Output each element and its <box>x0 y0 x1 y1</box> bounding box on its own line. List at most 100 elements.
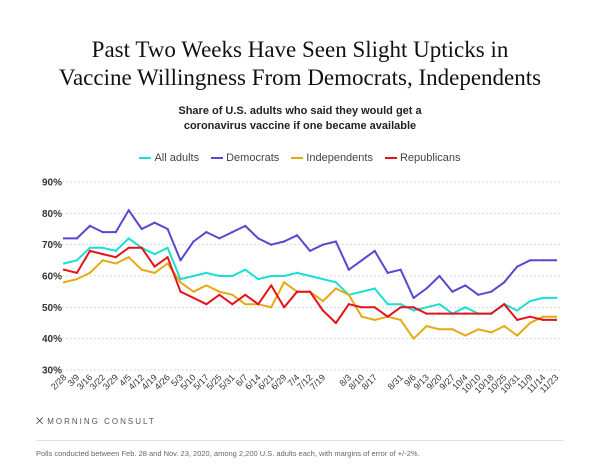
data-point-independents <box>516 334 519 337</box>
data-point-all-adults <box>334 281 337 284</box>
data-point-independents <box>503 325 506 328</box>
data-point-democrats <box>464 284 467 287</box>
data-point-all-adults <box>399 303 402 306</box>
data-point-republicans <box>542 318 545 321</box>
legend-item-independents[interactable]: Independents <box>291 152 373 164</box>
data-point-all-adults <box>321 278 324 281</box>
data-point-all-adults <box>218 274 221 278</box>
data-point-democrats <box>75 237 78 240</box>
legend-label-independents: Independents <box>306 152 373 164</box>
data-point-independents <box>451 328 454 331</box>
data-point-republicans <box>347 303 350 306</box>
data-point-independents <box>101 259 104 262</box>
data-point-democrats <box>140 227 143 231</box>
data-point-independents <box>166 262 169 265</box>
data-point-independents <box>554 315 558 318</box>
data-point-independents <box>477 328 480 331</box>
data-point-democrats <box>62 237 66 240</box>
data-point-republicans <box>334 321 337 325</box>
x-tick-label: 7/19 <box>308 372 327 391</box>
data-point-republicans <box>516 318 519 321</box>
chart-title-line-1: Past Two Weeks Have Seen Slight Upticks … <box>91 37 509 62</box>
data-point-democrats <box>438 274 441 278</box>
data-point-democrats <box>231 231 234 234</box>
legend-swatch-democrats <box>211 157 224 159</box>
data-point-independents <box>62 281 66 284</box>
data-point-republicans <box>127 246 130 249</box>
data-point-republicans <box>205 303 208 306</box>
data-point-democrats <box>347 268 350 271</box>
data-point-all-adults <box>88 246 91 249</box>
morning-consult-logo-icon: ⨉ <box>36 416 44 426</box>
data-point-republicans <box>464 312 467 315</box>
data-point-republicans <box>231 303 234 306</box>
data-point-republicans <box>373 306 376 309</box>
legend-item-all-adults[interactable]: All adults <box>139 152 199 164</box>
data-point-independents <box>399 318 402 321</box>
y-tick-label: 30% <box>42 366 62 377</box>
data-point-all-adults <box>166 246 169 249</box>
data-point-all-adults <box>542 296 545 299</box>
data-point-republicans <box>270 284 273 287</box>
data-point-all-adults <box>308 274 312 278</box>
legend-label-democrats: Democrats <box>226 152 280 164</box>
data-point-democrats <box>516 265 519 268</box>
data-point-independents <box>179 281 182 284</box>
data-point-republicans <box>451 312 454 315</box>
data-point-all-adults <box>231 274 234 278</box>
data-point-independents <box>192 290 195 293</box>
data-point-democrats <box>218 237 221 240</box>
data-point-independents <box>205 284 208 287</box>
data-point-all-adults <box>179 278 182 281</box>
data-point-all-adults <box>296 271 299 274</box>
data-point-republicans <box>425 312 428 315</box>
data-point-republicans <box>360 306 363 309</box>
legend-label-all-adults: All adults <box>154 152 200 164</box>
data-point-republicans <box>244 293 247 296</box>
data-point-democrats <box>192 240 195 243</box>
data-point-republicans <box>62 268 66 271</box>
data-point-independents <box>283 281 286 284</box>
data-point-republicans <box>477 312 480 315</box>
data-point-republicans <box>192 296 195 299</box>
chart-title: Past Two Weeks Have Seen Slight Upticks … <box>0 36 600 92</box>
data-point-all-adults <box>386 303 389 306</box>
data-point-independents <box>231 293 234 296</box>
data-point-republicans <box>218 293 221 296</box>
data-point-independents <box>153 271 156 274</box>
y-tick-label: 60% <box>42 272 62 283</box>
data-point-democrats <box>529 259 532 262</box>
data-point-all-adults <box>360 290 363 293</box>
data-point-independents <box>321 300 324 303</box>
data-point-all-adults <box>425 306 428 309</box>
data-point-independents <box>127 256 130 259</box>
data-point-republicans <box>88 249 91 252</box>
line-chart: 30%40%50%60%70%80%90%2/283/93/163/223/29… <box>42 178 562 395</box>
data-point-all-adults <box>114 249 117 252</box>
data-point-independents <box>529 321 532 325</box>
data-point-all-adults <box>257 278 260 281</box>
data-point-democrats <box>477 293 480 296</box>
data-point-independents <box>88 271 91 274</box>
data-point-democrats <box>244 224 247 227</box>
data-point-independents <box>114 262 117 265</box>
legend-swatch-independents <box>291 157 304 159</box>
data-point-independents <box>464 334 467 337</box>
chart-subtitle-line-1: Share of U.S. adults who said they would… <box>178 105 422 117</box>
data-point-republicans <box>296 290 299 293</box>
legend-item-republicans[interactable]: Republicans <box>384 152 461 164</box>
legend-item-democrats[interactable]: Democrats <box>211 152 279 164</box>
data-point-republicans <box>554 318 558 321</box>
data-point-republicans <box>140 246 143 249</box>
data-point-democrats <box>554 259 558 262</box>
data-point-democrats <box>334 240 337 243</box>
data-point-independents <box>334 287 337 290</box>
data-point-all-adults <box>464 306 467 309</box>
data-point-democrats <box>88 224 91 227</box>
data-point-all-adults <box>554 296 558 299</box>
data-point-republicans <box>166 256 169 259</box>
data-point-all-adults <box>205 271 208 274</box>
data-point-all-adults <box>438 303 441 306</box>
data-point-independents <box>140 268 143 271</box>
